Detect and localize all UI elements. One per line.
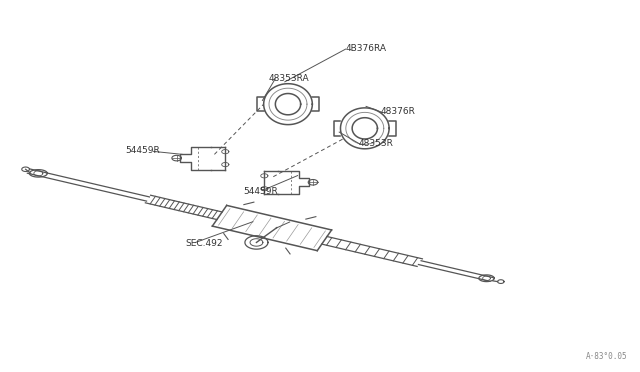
Text: 54459R: 54459R	[243, 187, 278, 196]
Text: 48353R: 48353R	[358, 139, 393, 148]
Text: SEC.492: SEC.492	[186, 239, 223, 248]
Text: 48353RA: 48353RA	[269, 74, 309, 83]
Text: 54459R: 54459R	[125, 146, 159, 155]
Text: A·83°0.05: A·83°0.05	[586, 352, 627, 361]
Text: 4B376RA: 4B376RA	[346, 44, 387, 53]
Text: 48376R: 48376R	[381, 107, 415, 116]
